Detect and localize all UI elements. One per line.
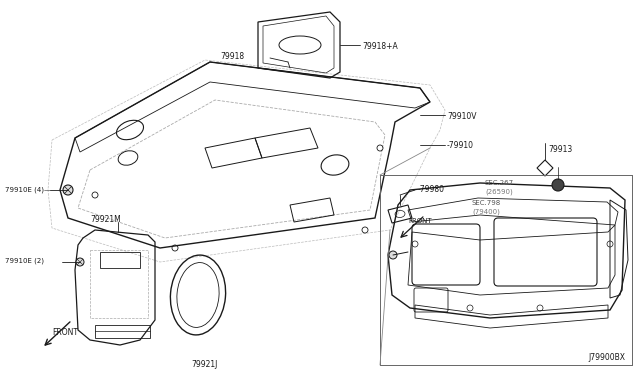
- Text: 79921M: 79921M: [90, 215, 121, 224]
- Text: (79400): (79400): [472, 208, 500, 215]
- Circle shape: [63, 185, 73, 195]
- Circle shape: [76, 258, 84, 266]
- Circle shape: [389, 251, 397, 259]
- Circle shape: [552, 179, 564, 191]
- Text: 79910E (4)—: 79910E (4)—: [5, 186, 51, 192]
- Text: SEC.798: SEC.798: [472, 200, 501, 206]
- Text: J79900BX: J79900BX: [588, 353, 625, 362]
- Text: 79913: 79913: [548, 145, 572, 154]
- Text: (26590): (26590): [485, 188, 513, 195]
- Text: 79918+A: 79918+A: [362, 42, 397, 51]
- Text: SEC.267: SEC.267: [485, 180, 514, 186]
- Text: -79910: -79910: [447, 141, 474, 150]
- Text: 79918: 79918: [220, 52, 244, 61]
- Text: 79910E (2): 79910E (2): [5, 258, 44, 264]
- Text: FRONT: FRONT: [408, 218, 431, 224]
- Text: 79921J: 79921J: [192, 360, 218, 369]
- Text: -79980: -79980: [418, 185, 445, 194]
- Text: FRONT: FRONT: [52, 328, 78, 337]
- Text: 79910V: 79910V: [447, 112, 477, 121]
